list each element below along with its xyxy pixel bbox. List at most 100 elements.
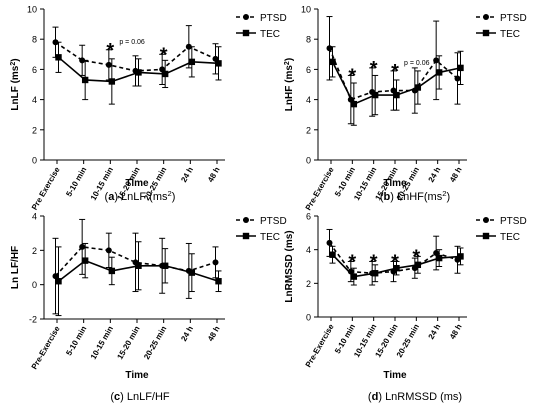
data-point xyxy=(371,91,379,99)
x-tick-label: 24 h xyxy=(179,165,195,183)
series-ptsd xyxy=(326,16,461,125)
data-point xyxy=(350,100,358,108)
x-axis-title: Time xyxy=(125,178,149,189)
y-tick-label: 4 xyxy=(306,95,311,105)
legend: PTSD TEC xyxy=(476,216,527,243)
y-axis-title: LnHF (ms2) xyxy=(284,58,296,111)
y-tick-label: 2 xyxy=(32,125,37,135)
y-tick-label: -2 xyxy=(29,315,37,325)
y-tick-label: 8 xyxy=(32,35,37,45)
legend-marker xyxy=(483,14,489,20)
legend-marker xyxy=(242,232,250,240)
panel-caption: (d) LnRMSSD (ms) xyxy=(368,391,462,403)
y-tick-label: 2 xyxy=(306,125,311,135)
y-tick-label: 4 xyxy=(306,245,311,255)
x-tick-label: 24 h xyxy=(179,324,195,342)
legend-marker xyxy=(243,14,249,20)
legend-label: PTSD xyxy=(500,216,527,227)
series-ptsd xyxy=(326,228,461,286)
data-point xyxy=(326,45,333,52)
data-point xyxy=(329,58,336,66)
data-point xyxy=(135,69,142,76)
data-point xyxy=(135,262,142,269)
y-axis-title: LnLF (ms2) xyxy=(10,58,22,110)
legend-marker xyxy=(483,217,489,223)
legend-label: PTSD xyxy=(260,13,287,24)
legend-label: PTSD xyxy=(500,13,527,24)
significance-star: * xyxy=(106,40,114,62)
data-point xyxy=(55,54,62,61)
series-tec xyxy=(329,46,464,126)
legend-marker xyxy=(243,217,249,223)
y-tick-label: 4 xyxy=(32,95,37,105)
y-axis-title: LnRMSSD (ms) xyxy=(284,230,295,302)
x-tick-label: 15-20 min xyxy=(115,324,141,361)
x-tick-label: 24 h xyxy=(427,322,443,340)
significance-star: * xyxy=(348,65,356,87)
y-tick-label: 10 xyxy=(301,5,311,15)
data-point xyxy=(215,278,222,285)
x-axis-title: Time xyxy=(125,370,149,381)
x-tick-label: 5-10 min xyxy=(64,324,88,357)
data-point xyxy=(105,247,112,254)
data-point xyxy=(435,69,443,76)
series-tec xyxy=(329,245,464,286)
x-tick-label: 10-15 min xyxy=(89,324,115,361)
y-tick-label: 0 xyxy=(306,156,311,166)
data-point xyxy=(188,58,196,66)
legend-marker xyxy=(482,232,490,240)
x-tick-label: 5-10 min xyxy=(64,165,88,198)
x-axis-title: Time xyxy=(383,178,407,189)
data-point xyxy=(188,269,196,276)
y-tick-label: 0 xyxy=(306,313,311,323)
data-point xyxy=(454,75,461,82)
x-tick-label: 48 h xyxy=(206,165,222,183)
data-point xyxy=(371,270,379,277)
data-point xyxy=(433,250,440,257)
legend-label: PTSD xyxy=(260,216,287,227)
y-tick-label: 0 xyxy=(32,156,37,166)
x-tick-label: 48 h xyxy=(448,165,464,183)
data-point xyxy=(433,57,440,64)
y-tick-label: 8 xyxy=(306,35,311,45)
data-point xyxy=(414,261,422,269)
data-point xyxy=(105,61,112,68)
x-tick-label: 48 h xyxy=(206,324,222,342)
y-tick-label: 0 xyxy=(32,280,37,290)
x-tick-label: 48 h xyxy=(448,322,464,340)
x-tick-label: 24 h xyxy=(427,165,443,183)
data-point xyxy=(326,239,333,246)
y-tick-label: 4 xyxy=(32,212,37,222)
y-tick-label: 2 xyxy=(306,279,311,289)
series-tec xyxy=(55,41,222,105)
data-point xyxy=(215,60,222,67)
panel-caption: (c) LnLF/HF xyxy=(110,391,170,403)
x-tick-label: Pre-Exercise xyxy=(30,324,62,371)
panel-c: -2 0 2 4 Pre-Exercise 5-10 min 10-15 min 15-20 … xyxy=(10,212,287,404)
data-point xyxy=(108,78,116,85)
data-point xyxy=(81,257,89,264)
data-point xyxy=(81,76,89,84)
legend-label: TEC xyxy=(500,29,520,40)
significance-star: * xyxy=(391,61,399,83)
significance-star: * xyxy=(370,58,378,80)
legend: PTSD TEC xyxy=(476,13,527,40)
y-tick-label: 6 xyxy=(32,65,37,75)
y-tick-label: 6 xyxy=(306,65,311,75)
legend: PTSD TEC xyxy=(236,13,287,40)
data-point xyxy=(52,273,59,280)
series-tec xyxy=(55,241,222,317)
x-tick-label: Pre-Exercise xyxy=(304,165,336,212)
significance-star: * xyxy=(160,44,168,66)
data-point xyxy=(108,267,116,275)
data-point xyxy=(414,84,422,91)
x-tick-label: Pre-Exercise xyxy=(304,322,336,369)
data-point xyxy=(161,262,169,269)
x-axis-title: Time xyxy=(383,370,407,381)
panel-caption: (b) LnHF(ms2) xyxy=(380,189,450,204)
legend-label: TEC xyxy=(500,232,520,243)
